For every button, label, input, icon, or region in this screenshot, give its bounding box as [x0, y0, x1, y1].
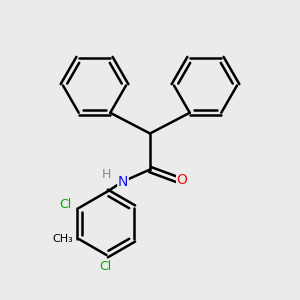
Text: Cl: Cl [60, 198, 72, 211]
Text: N: N [118, 175, 128, 188]
Text: H: H [102, 167, 111, 181]
Text: CH₃: CH₃ [52, 234, 73, 244]
Text: Cl: Cl [99, 260, 111, 273]
Text: O: O [177, 173, 188, 187]
